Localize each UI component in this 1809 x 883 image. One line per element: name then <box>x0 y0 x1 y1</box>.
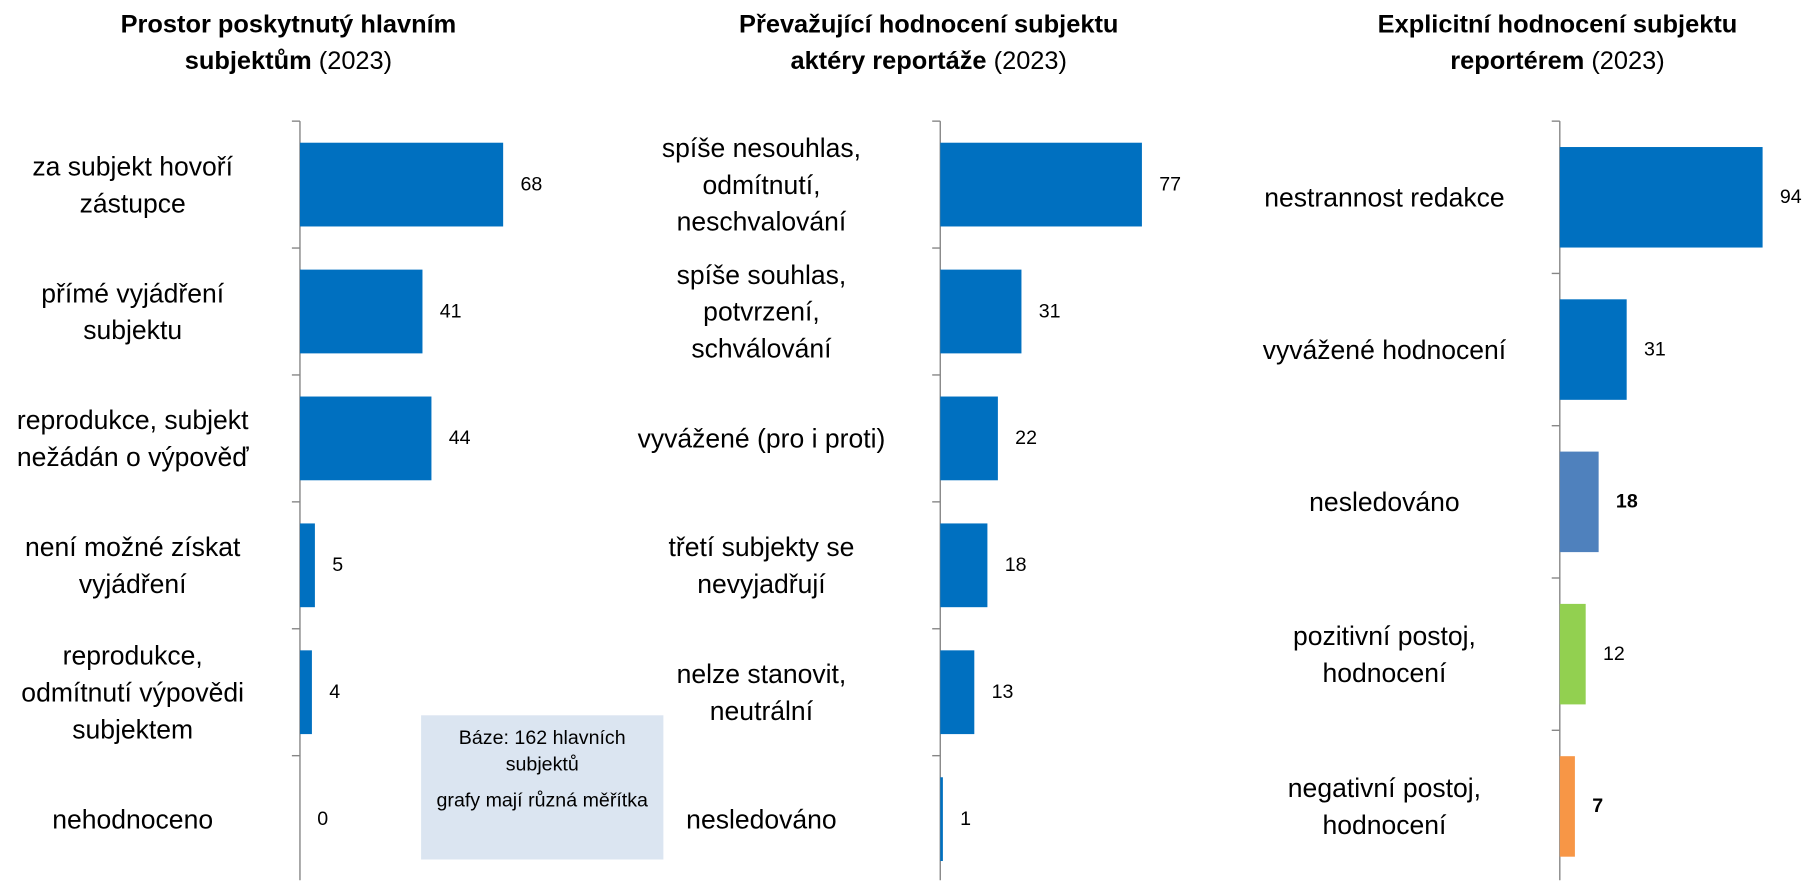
bar <box>940 396 998 481</box>
bar <box>299 523 315 608</box>
category-label: za subjekt hovoří zástupce <box>32 150 233 219</box>
bar <box>940 650 975 735</box>
value-label: 4 <box>329 680 341 703</box>
value-label: 12 <box>1602 642 1625 665</box>
value-label: 7 <box>1592 794 1604 817</box>
category-label: nestrannost redakce <box>1264 182 1505 213</box>
value-label: 13 <box>991 680 1014 703</box>
value-label: 41 <box>439 299 462 322</box>
title-year: (2023) <box>1591 46 1665 75</box>
bar <box>940 142 1142 227</box>
chart-title: Převažující hodnocení subjektu aktéry re… <box>675 6 1183 80</box>
category-label: reprodukce, odmítnutí výpovědi subjektem <box>21 639 245 745</box>
category-label: spíše nesouhlas, odmítnutí, neschvalován… <box>661 132 862 237</box>
category-label: pozitivní postoj, hodnocení <box>1292 620 1476 688</box>
bar <box>299 269 423 354</box>
category-label: negativní postoj, hodnocení <box>1287 772 1482 840</box>
chart-title: Explicitní hodnocení subjektu reportérem… <box>1304 6 1809 80</box>
category-label: vyvážené (pro i proti) <box>637 423 886 454</box>
category-label: nesledováno <box>1309 486 1460 517</box>
value-label: 68 <box>520 173 543 195</box>
bar <box>1559 299 1627 400</box>
bar <box>940 777 943 862</box>
bar <box>299 650 312 735</box>
value-label: 0 <box>317 807 329 830</box>
category-label: třetí subjekty se nevyjadřují <box>668 531 855 599</box>
note-box: Báze: 162 hlavních subjektů grafy mají r… <box>421 715 664 860</box>
title-bold: Prostor poskytnutý hlavním subjektům <box>120 9 457 75</box>
note-text: Báze: 162 hlavních subjektů <box>458 726 626 776</box>
bar <box>299 396 432 481</box>
value-label: 31 <box>1643 338 1666 360</box>
title-bold: Explicitní hodnocení subjektu reportérem <box>1377 9 1738 75</box>
bar <box>299 142 504 227</box>
bar <box>1559 756 1575 857</box>
value-label: 94 <box>1779 185 1802 208</box>
note-text: grafy mají různá měřítka <box>436 788 648 811</box>
bar <box>1559 147 1763 248</box>
category-label: vyvážené hodnocení <box>1262 334 1507 365</box>
value-label: 1 <box>960 807 972 830</box>
title-year: (2023) <box>318 46 393 75</box>
value-label: 44 <box>448 426 471 449</box>
bar <box>1559 451 1599 553</box>
category-label: reprodukce, subjekt nežádán o výpověď <box>16 404 249 472</box>
category-label: nelze stanovit, neutrální <box>676 658 847 726</box>
bar <box>940 269 1022 354</box>
category-label: přímé vyjádření subjektu <box>41 277 225 345</box>
value-label: 18 <box>1004 553 1027 576</box>
chart-title: Prostor poskytnutý hlavním subjektům (20… <box>35 6 543 80</box>
value-label: 77 <box>1159 173 1182 195</box>
category-label: není možné získat vyjádření <box>25 531 241 599</box>
bar <box>1559 603 1586 705</box>
value-label: 31 <box>1038 299 1061 322</box>
category-label: nehodnoceno <box>52 804 214 835</box>
title-year: (2023) <box>993 46 1067 75</box>
value-label: 5 <box>332 553 344 576</box>
title-bold: Převažující hodnocení subjektu aktéry re… <box>739 9 1119 75</box>
category-label: nesledováno <box>686 804 837 835</box>
value-label: 22 <box>1015 426 1038 449</box>
value-label: 18 <box>1615 490 1638 513</box>
category-label: spíše souhlas, potvrzení, schválování <box>676 259 847 364</box>
bar <box>940 523 988 608</box>
